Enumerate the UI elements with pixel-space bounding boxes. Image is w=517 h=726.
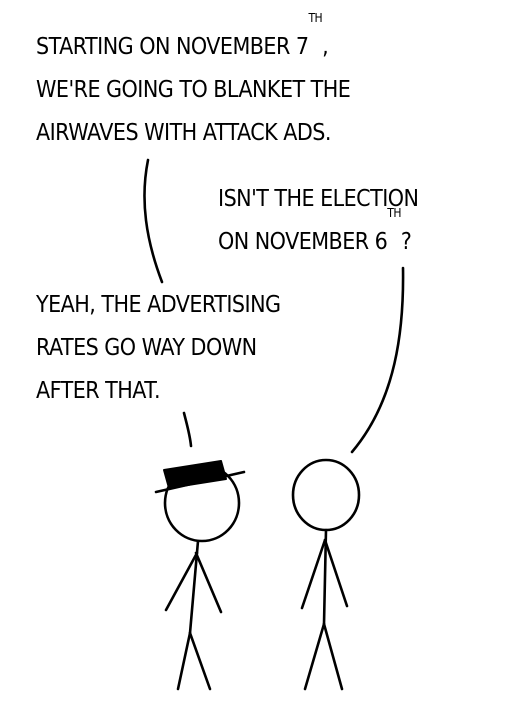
speech-tail-hat-man-reply: [182, 411, 193, 448]
ordinal-suffix: th: [387, 206, 401, 220]
speech-text: Starting on November 7: [36, 34, 309, 60]
ordinal-suffix: th: [308, 11, 323, 25]
plain-man-right-leg: [322, 622, 344, 691]
hat-man-figure: [154, 460, 246, 691]
speech-hat-man-first: Starting on November 7 th, We're going to…: [36, 12, 351, 155]
speech-line: on November 6 th?: [218, 207, 418, 264]
plain-man-right-arm: [323, 538, 349, 608]
hat-man-left-leg: [176, 631, 192, 691]
speech-hat-man-reply: Yeah, the advertising rates go way down …: [36, 284, 281, 413]
speech-plain-man: Isn't the election on November 6 th?: [218, 178, 419, 264]
speech-line: airwaves with attack ads.: [36, 120, 331, 146]
hat-man-right-arm: [194, 551, 223, 614]
hat-man-left-arm: [164, 551, 199, 612]
speech-line: Starting on November 7 th,: [36, 12, 350, 69]
speech-line: rates go way down: [36, 335, 257, 361]
speech-line: Yeah, the advertising: [36, 292, 281, 318]
speech-tail-plain-man: [350, 266, 405, 454]
speech-line: We're going to blanket the: [36, 77, 351, 103]
speech-line: after that.: [36, 378, 161, 404]
plain-man-left-leg: [303, 622, 326, 691]
speech-punctuation: ?: [400, 229, 412, 255]
speech-text: on November 6: [218, 229, 388, 255]
speech-line: Isn't the election: [218, 186, 419, 212]
hat-man-right-leg: [188, 631, 212, 691]
plain-man-head: [291, 458, 361, 532]
plain-man-figure: [291, 458, 361, 691]
hat-brim: [154, 470, 246, 494]
hat-crown: [163, 460, 227, 489]
plain-man-left-arm: [300, 538, 327, 610]
speech-tail-hat-man-first: [143, 158, 164, 284]
speech-punctuation: ,: [322, 34, 329, 60]
